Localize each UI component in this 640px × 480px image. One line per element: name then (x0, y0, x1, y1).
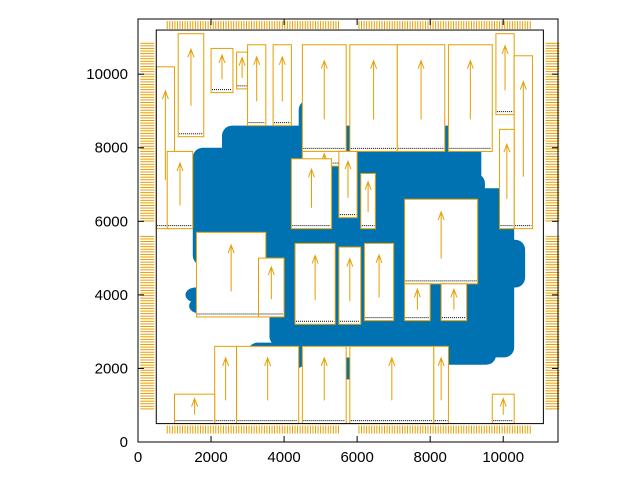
macro-orientation-arrow (450, 287, 458, 310)
macro-orientation-arrow (264, 356, 272, 401)
macro-orientation-arrow (176, 161, 184, 206)
macro-orientation-arrow (278, 55, 286, 102)
y-tick-label: 4000 (95, 287, 128, 304)
io-pin-layer (140, 21, 560, 434)
x-tick-label: 8000 (413, 449, 446, 466)
macro-layer (155, 33, 533, 425)
macro-orientation-arrow (388, 356, 396, 401)
x-tick-label: 2000 (194, 449, 227, 466)
macro-orientation-arrow (375, 253, 383, 298)
macro-orientation-arrow (187, 47, 195, 106)
macro-orientation-arrow (161, 89, 169, 181)
x-tick-label: 4000 (267, 449, 300, 466)
cell-cluster (222, 125, 285, 170)
macro-orientation-arrow (503, 142, 511, 199)
y-tick-label: 10000 (86, 66, 128, 83)
y-tick-label: 6000 (95, 213, 128, 230)
macro-orientation-arrow (344, 159, 352, 198)
macro-orientation-arrow (191, 397, 199, 415)
macro-orientation-arrow (370, 59, 378, 120)
macro-orientation-arrow (519, 80, 527, 177)
macro-orientation-arrow (311, 254, 319, 301)
macro-orientation-arrow (218, 53, 226, 80)
x-tick-label: 6000 (340, 449, 373, 466)
die-outline (155, 29, 544, 425)
macro-orientation-arrow (267, 265, 275, 300)
macro-orientation-arrow (417, 59, 425, 120)
macro-orientation-arrow (253, 55, 261, 102)
plot-frame (137, 18, 559, 443)
macro-orientation-arrow (364, 180, 372, 213)
y-tick-label: 0 (120, 434, 128, 451)
axis-ticks: 0 2000 4000 6000 8000 10000 0 2000 4000 6000 8000 1… (86, 19, 558, 466)
macro-orientation-arrow (227, 243, 235, 292)
x-tick-label: 10000 (482, 449, 524, 466)
macro-orientation-arrow (238, 56, 246, 78)
macro-orientation-arrow (346, 257, 354, 302)
macro-orientation-arrow (320, 356, 328, 401)
macro-orientation-arrow (466, 59, 474, 120)
macro-orientation-arrow (413, 287, 421, 310)
y-tick-label: 8000 (95, 140, 128, 157)
x-tick-label: 0 (134, 449, 142, 466)
macro-orientation-arrow (437, 356, 445, 401)
axes-box (137, 18, 559, 443)
y-tick-label: 2000 (95, 360, 128, 377)
macro-orientation-arrow (222, 356, 230, 401)
macro-orientation-arrow (501, 44, 509, 91)
macro-orientation-arrow (499, 397, 507, 415)
macro-orientation-arrow (320, 59, 328, 120)
macro-orientation-arrow (437, 210, 445, 259)
macro-orientation-arrow (308, 167, 315, 208)
